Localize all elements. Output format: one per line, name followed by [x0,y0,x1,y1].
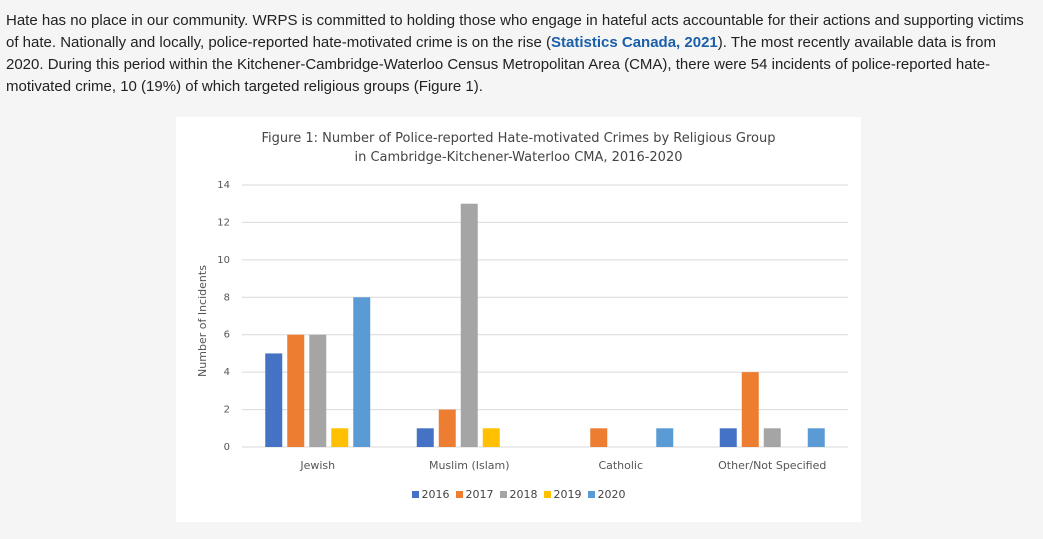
statistics-canada-link[interactable]: Statistics Canada, 2021 [551,34,718,51]
x-category-label-1: Muslim (Islam) [429,459,510,472]
intro-paragraph: Hate has no place in our community. WRPS… [6,10,1036,98]
chart-title-line-1: Figure 1: Number of Police-reported Hate… [261,131,776,146]
legend-item-2020: 2020 [587,488,626,501]
intro-text-1: Hate has no place in our community. WRPS… [6,12,1024,51]
y-tick-label-12: 12 [217,217,230,228]
bar-jewish-2017 [287,334,305,447]
y-tick-label-10: 10 [217,255,230,266]
legend-swatch-2019 [543,491,551,498]
legend-item-2018: 2018 [499,488,538,501]
legend-swatch-2020 [587,491,595,498]
chart-legend: 2016 2017 2018 2019 2020 [176,488,861,501]
bar-chart: 0 2 4 6 8 10 12 14 Number of Incidents Jewish Musl… [196,180,848,472]
legend-item-2019: 2019 [543,488,582,501]
x-category-label-3: Other/Not Specified [718,459,826,472]
intro-text-2: ). The most recently available data is f… [6,34,996,95]
bar-other-not-specified-2020 [807,428,825,447]
x-category-label-0: Jewish [299,459,335,472]
bar-muslim-islam--2016 [416,428,434,447]
bar-other-not-specified-2018 [763,428,781,447]
y-axis-title: Number of Incidents [196,265,209,377]
legend-label-2018: 2018 [509,488,538,501]
bar-catholic-2020 [656,428,674,447]
legend-label-2019: 2019 [553,488,582,501]
chart-title: Figure 1: Number of Police-reported Hate… [176,129,861,167]
bar-jewish-2020 [353,297,371,447]
chart-figure: Figure 1: Number of Police-reported Hate… [176,117,861,522]
legend-label-2020: 2020 [597,488,626,501]
y-tick-label-0: 0 [224,442,230,453]
y-tick-label-6: 6 [224,330,230,341]
legend-item-2016: 2016 [411,488,450,501]
y-tick-label-8: 8 [224,292,230,303]
y-tick-label-2: 2 [224,405,230,416]
legend-swatch-2017 [455,491,463,498]
y-tick-label-14: 14 [217,180,230,191]
bar-other-not-specified-2016 [719,428,737,447]
bar-muslim-islam--2018 [460,203,478,447]
legend-label-2017: 2017 [465,488,494,501]
legend-swatch-2016 [411,491,419,498]
bar-muslim-islam--2019 [482,428,500,447]
legend-item-2017: 2017 [455,488,494,501]
legend-swatch-2018 [499,491,507,498]
bar-muslim-islam--2017 [438,409,456,447]
bar-jewish-2019 [331,428,349,447]
bar-jewish-2016 [265,353,283,447]
y-tick-label-4: 4 [224,367,230,378]
bar-other-not-specified-2017 [741,372,759,447]
chart-title-line-2: in Cambridge-Kitchener-Waterloo CMA, 201… [354,150,683,165]
legend-label-2016: 2016 [421,488,450,501]
bar-catholic-2017 [590,428,608,447]
bar-jewish-2018 [309,334,327,447]
x-category-label-2: Catholic [598,459,643,472]
